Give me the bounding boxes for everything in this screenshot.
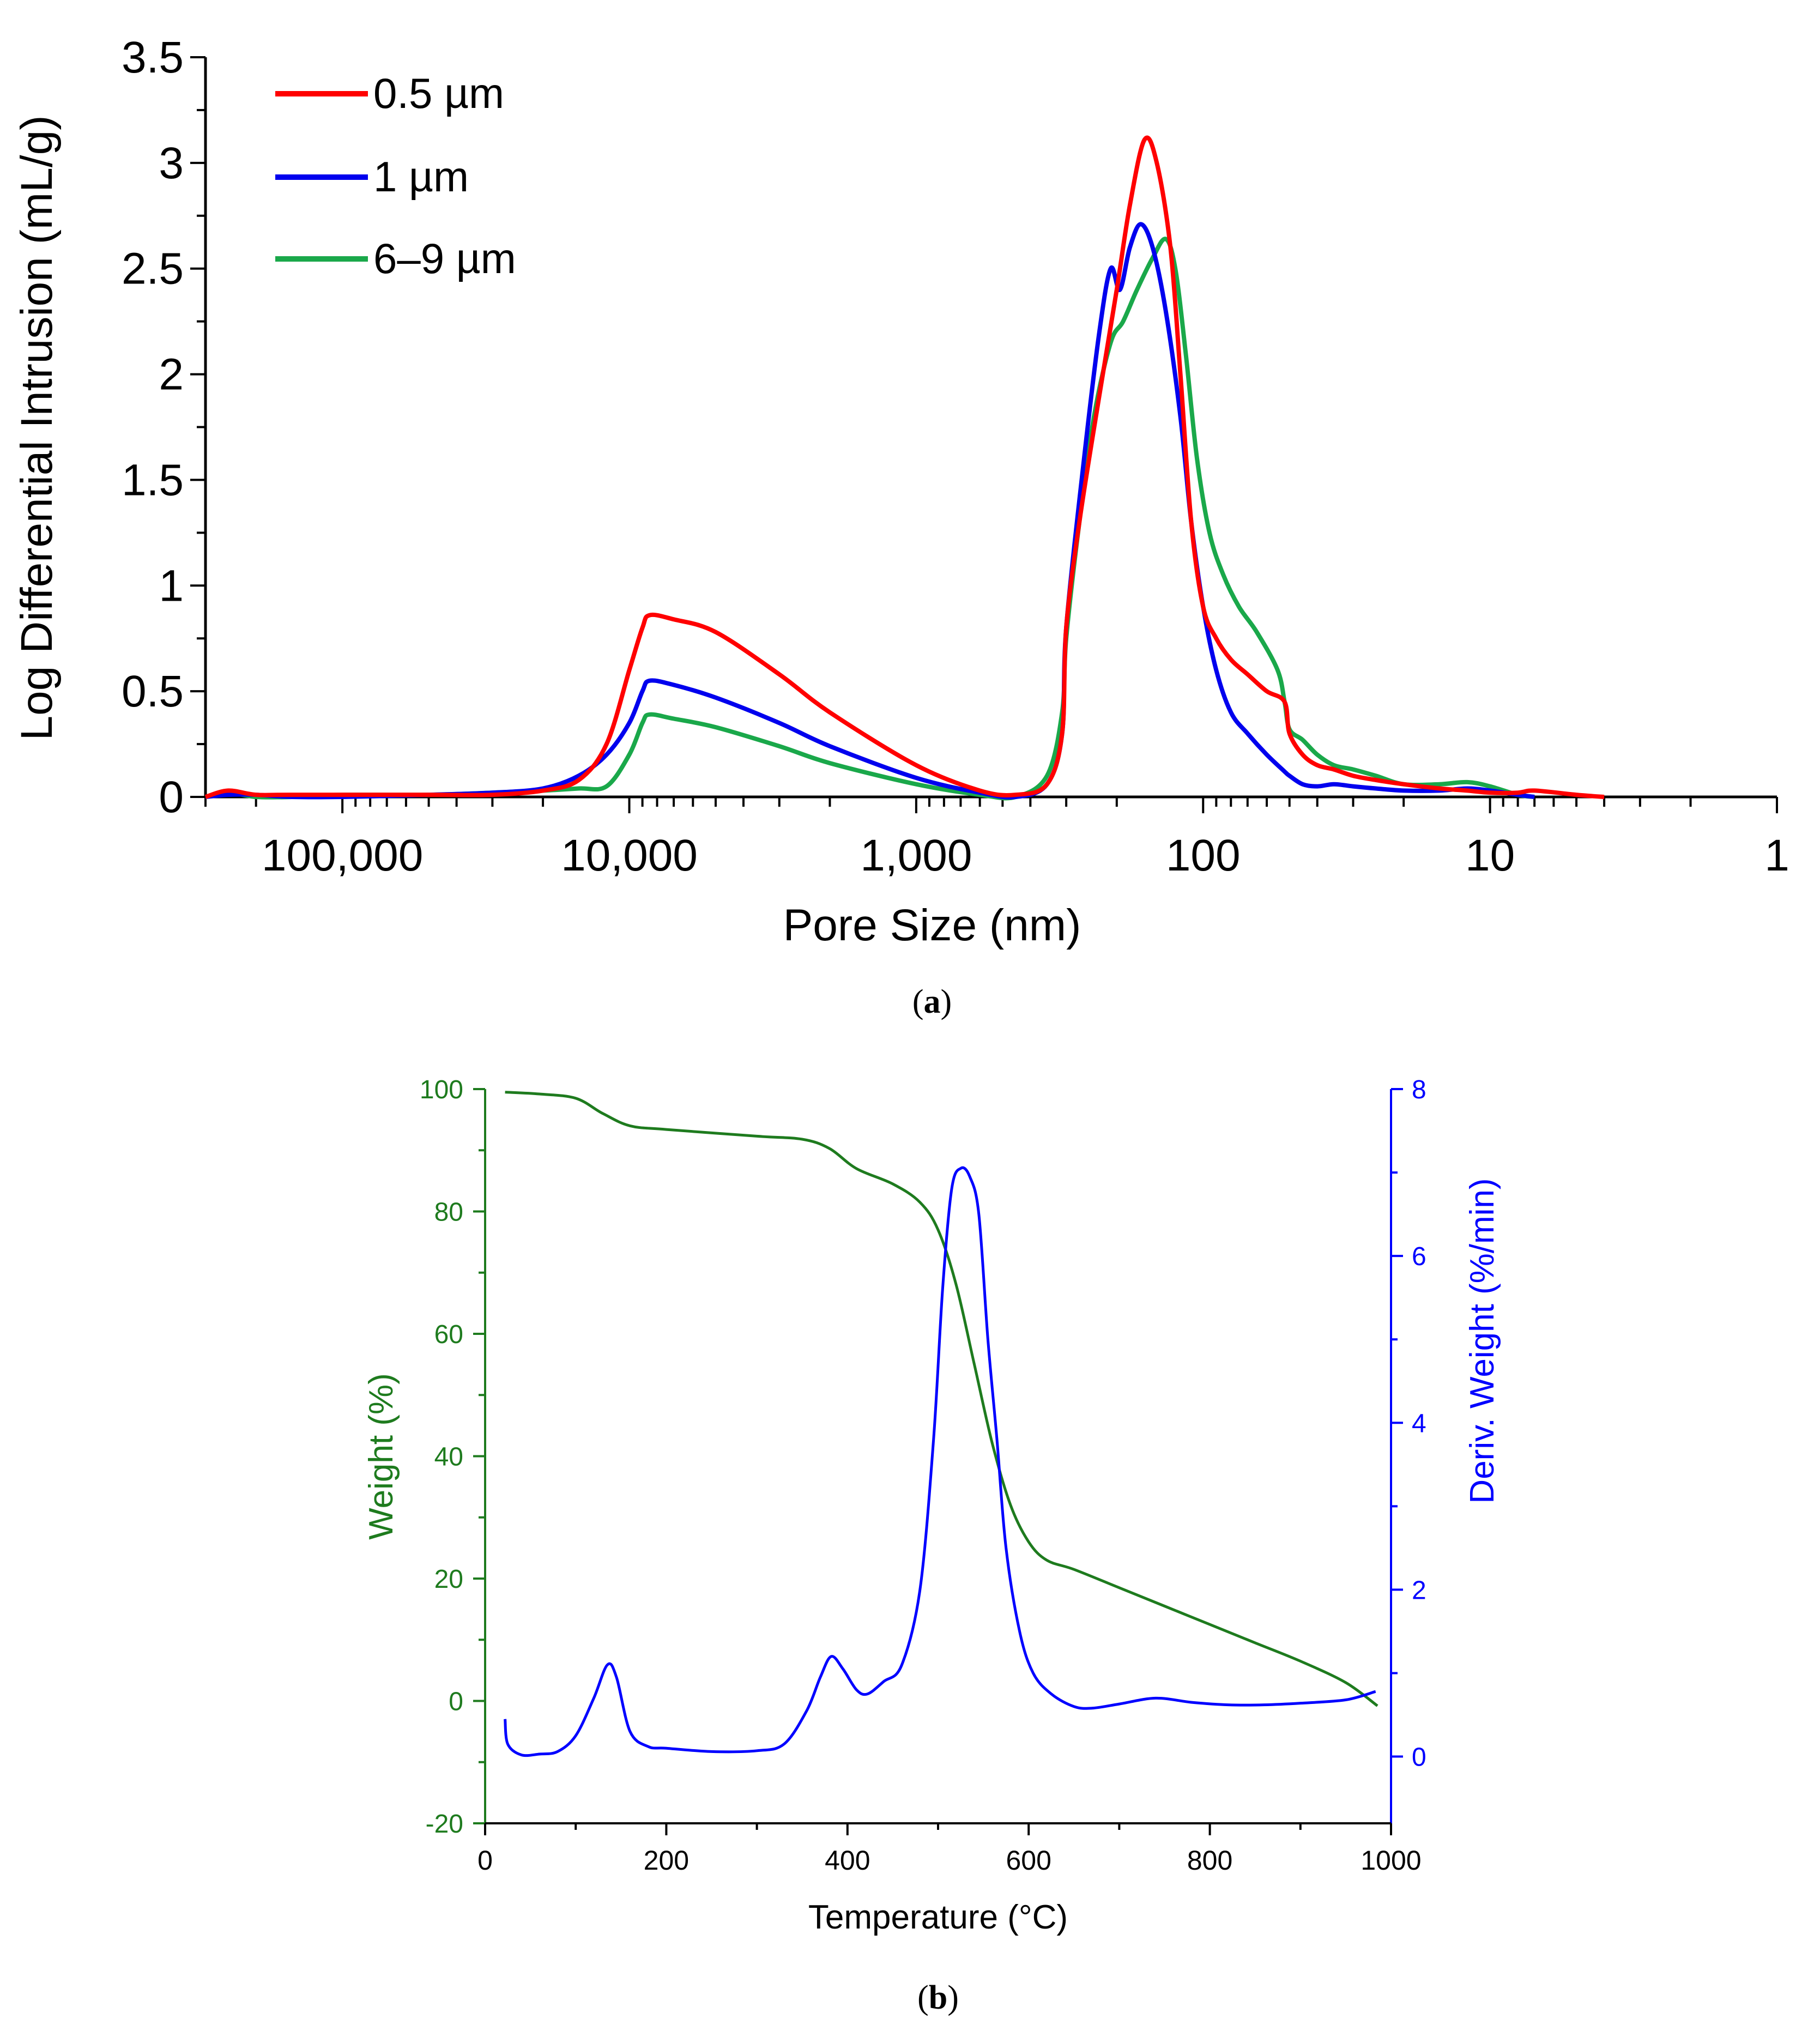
x-tick-label: 800 (1187, 1845, 1232, 1876)
panel-a-y-ticks: 0 0.5 1 1.5 2 2.5 3 3.5 (122, 33, 205, 822)
x-tick-label: 100 (1166, 831, 1241, 880)
panel-b-letter: b (929, 1979, 947, 2016)
panel-a-x-axis-title: Pore Size (nm) (783, 900, 1081, 950)
panel-b-left-ticks: -20 0 20 40 60 80 100 (420, 1075, 485, 1839)
series-line (204, 135, 1605, 799)
y-tick-label: 0 (159, 772, 184, 822)
x-tick-label: 10 (1465, 831, 1515, 880)
y-tick-label: 3 (159, 138, 184, 188)
y-tick-label: 2 (159, 350, 184, 400)
x-tick-label: 1 (1764, 831, 1789, 880)
legend-label: 6–9 µm (373, 234, 516, 282)
panel-b-x-axis-title: Temperature (°C) (808, 1899, 1068, 1936)
panel-a-y-axis-title: Log Differential Intrusion (mL/g) (12, 115, 62, 740)
y2-tick-label: 6 (1412, 1242, 1426, 1271)
panel-a-x-ticks: 100,000 10,000 1,000 100 10 1 (262, 831, 1789, 880)
panel-b-x-ticks: 0 200 400 600 800 1000 (477, 1823, 1422, 1876)
weight-line (505, 1091, 1378, 1707)
y-tick-label: 40 (434, 1443, 463, 1472)
y-tick-label: 1 (159, 561, 184, 610)
panel-a-minor-ticks (204, 797, 1778, 813)
panel-b-right-axis-title: Deriv. Weight (%/min) (1464, 1178, 1501, 1503)
y-tick-label: 1.5 (122, 455, 184, 505)
panel-a-caption: (a) (912, 983, 952, 1020)
y-tick-label: 80 (434, 1198, 463, 1227)
y-tick-label: 0.5 (122, 667, 184, 716)
y-tick-label: 3.5 (122, 33, 184, 82)
panel-a-letter: a (924, 983, 941, 1020)
y2-tick-label: 4 (1412, 1409, 1426, 1438)
series-line (205, 237, 1535, 801)
legend-label: 1 µm (373, 153, 469, 201)
series-line (205, 222, 1535, 800)
x-tick-label: 100,000 (262, 831, 423, 880)
y-tick-label: 0 (449, 1688, 463, 1716)
legend-label: 0.5 µm (373, 69, 504, 117)
y-tick-label: 20 (434, 1565, 463, 1594)
legend-item-0-5um: 0.5 µm (275, 69, 504, 117)
y2-tick-label: 0 (1412, 1743, 1426, 1772)
x-tick-label: 200 (644, 1845, 689, 1876)
y2-tick-label: 2 (1412, 1576, 1426, 1605)
panel-b-caption: (b) (917, 1979, 959, 2016)
panel-a-pore-size-chart: 00.511.522.533.5 100,000 10,000 1,000 100 10… (12, 33, 1789, 1020)
x-tick-label: 600 (1006, 1845, 1051, 1876)
panel-a-legend: 0.5 µm 1 µm 6–9 µm (275, 69, 516, 282)
x-tick-label: 0 (477, 1845, 493, 1876)
y-tick-label: 100 (420, 1075, 463, 1104)
y-tick-label: 60 (434, 1320, 463, 1349)
x-tick-label: 10,000 (561, 831, 698, 880)
panel-a-series (204, 135, 1605, 801)
y-tick-label: -20 (426, 1810, 463, 1839)
panel-b-left-axis-title: Weight (%) (362, 1373, 400, 1540)
panel-b-right-ticks: 0 2 4 6 8 (1391, 1075, 1426, 1772)
y2-tick-label: 8 (1412, 1075, 1426, 1104)
legend-item-6-9um: 6–9 µm (275, 234, 516, 282)
legend-item-1um: 1 µm (275, 153, 469, 201)
x-tick-label: 1,000 (860, 831, 972, 880)
y-tick-label: 2.5 (122, 244, 184, 294)
deriv-weight-line (504, 1166, 1376, 1757)
x-tick-label: 400 (825, 1845, 870, 1876)
panel-b-series (504, 1091, 1378, 1757)
x-tick-label: 1000 (1361, 1845, 1421, 1876)
